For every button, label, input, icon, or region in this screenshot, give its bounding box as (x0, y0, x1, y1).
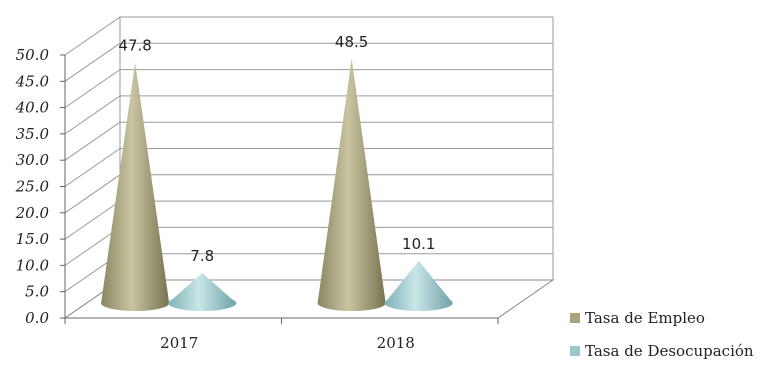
data-label: 47.8 (118, 37, 151, 55)
y-tick-label: 5.0 (25, 283, 49, 301)
x-category-label: 2018 (377, 334, 415, 352)
legend-label: Tasa de Desocupación (585, 342, 754, 360)
legend-swatch (570, 346, 580, 356)
cone-base (317, 295, 386, 311)
cone-base (384, 295, 453, 311)
legend: Tasa de Empleo Tasa de Desocupación (570, 309, 754, 360)
y-tick-label: 45.0 (15, 72, 50, 90)
y-tick-label: 20.0 (15, 204, 50, 222)
y-axis-ticks: 0.0 5.0 10.0 15.0 20.0 25.0 30.0 35.0 40.0 45.0 50… (15, 46, 65, 327)
x-axis-categories: 2017 2018 (160, 334, 415, 352)
legend-swatch (570, 313, 580, 323)
y-tick-label: 40.0 (15, 99, 50, 117)
data-label: 48.5 (335, 33, 368, 51)
y-tick-label: 25.0 (15, 178, 50, 196)
cone-mark (317, 58, 386, 311)
cone-base (168, 295, 237, 311)
cone-mark (101, 62, 170, 312)
y-tick-label: 35.0 (16, 125, 50, 143)
cone-base (101, 295, 170, 311)
data-labels: 47.8 7.8 48.5 10.1 (118, 33, 435, 265)
data-label: 10.1 (402, 235, 435, 253)
y-tick-label: 10.0 (16, 256, 50, 274)
x-category-label: 2017 (160, 334, 198, 352)
y-tick-label: 15.0 (16, 230, 50, 248)
y-tick-label: 50.0 (16, 46, 50, 64)
y-tick-label: 30.0 (16, 151, 50, 169)
cones (101, 58, 453, 312)
data-label: 7.8 (190, 247, 214, 265)
legend-label: Tasa de Empleo (585, 309, 705, 327)
y-tick-label: 0.0 (25, 309, 49, 327)
